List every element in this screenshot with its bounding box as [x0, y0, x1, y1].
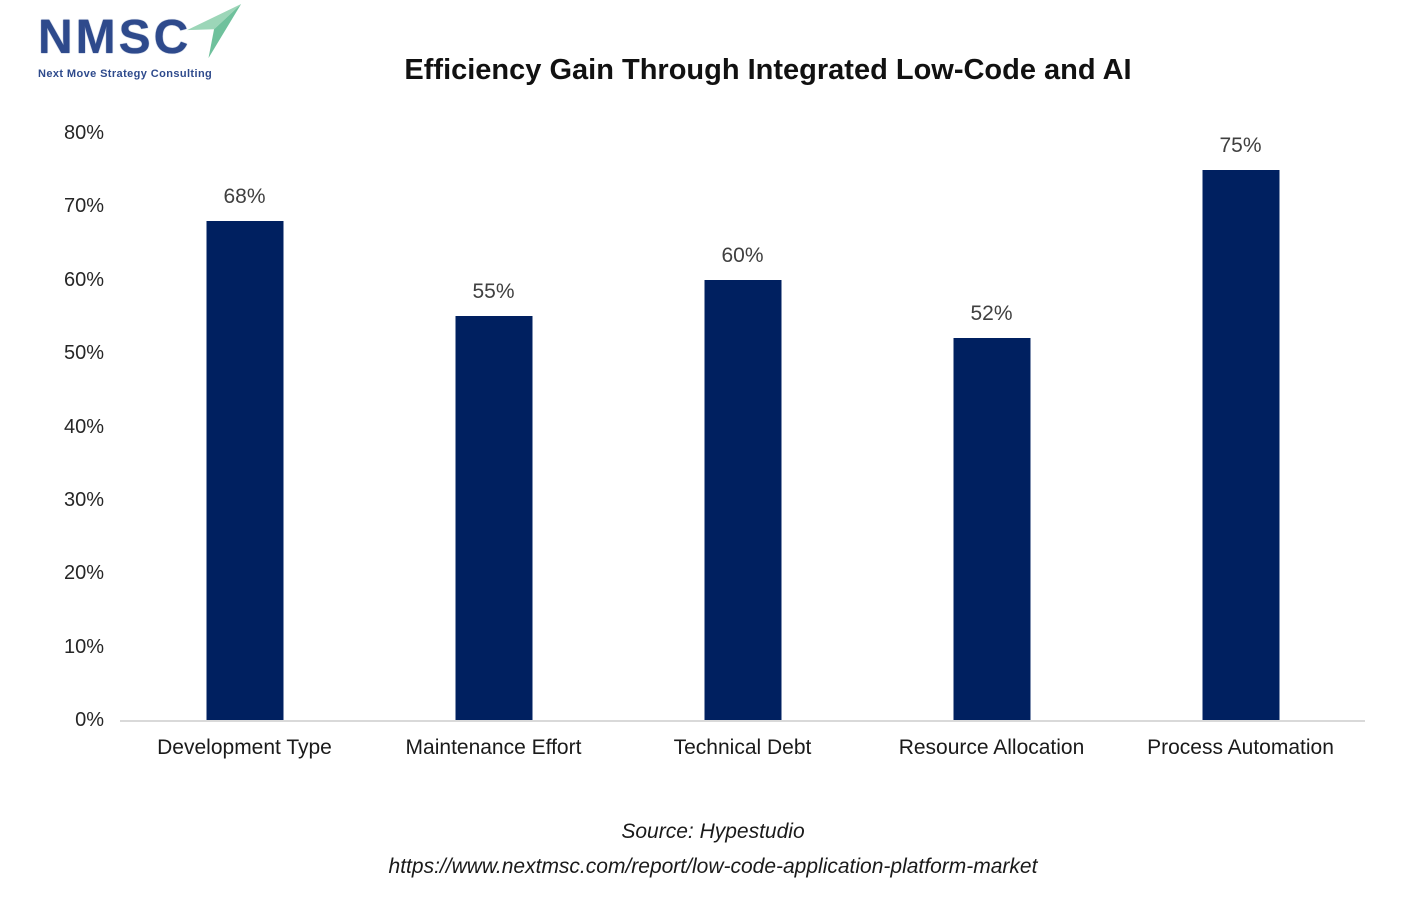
y-tick-label: 60%: [63, 268, 104, 291]
bar-slot: 52%: [867, 133, 1116, 720]
x-category-label: Resource Allocation: [898, 736, 1085, 759]
bar-maintenance-effort: [455, 316, 532, 720]
bar-technical-debt: [704, 279, 781, 720]
x-category-label: Process Automation: [1147, 736, 1334, 759]
source-url: https://www.nextmsc.com/report/low-code-…: [388, 855, 1038, 878]
bar-value-label: 52%: [970, 302, 1013, 326]
source-note: Source: Hypestudio https://www.nextmsc.c…: [0, 814, 1426, 884]
bar-value-label: 75%: [1219, 133, 1262, 157]
y-tick-label: 50%: [63, 342, 104, 365]
logo-tagline: Next Move Strategy Consulting: [38, 68, 213, 80]
y-tick-label: 30%: [63, 488, 104, 511]
bar-value-label: 55%: [472, 280, 515, 304]
bar-slot: 68%: [120, 133, 369, 720]
bar-slot: 60%: [618, 133, 867, 720]
x-category-label: Maintenance Effort: [405, 736, 582, 759]
x-axis: Development Type Maintenance Effort Techni…: [120, 736, 1365, 760]
bar-resource-allocation: [953, 338, 1030, 720]
bar-slot: 55%: [369, 133, 618, 720]
bar-series: 68% 55% 60% 52% 75%: [120, 133, 1365, 720]
bar-development-type: [206, 221, 283, 720]
y-tick-label: 70%: [63, 195, 104, 218]
y-axis: 80% 70% 60% 50% 40% 30% 20% 10% 0%: [0, 122, 104, 731]
y-tick-label: 0%: [75, 709, 104, 731]
y-tick-label: 20%: [63, 562, 104, 585]
bar-slot: 75%: [1116, 133, 1365, 720]
chart-title: Efficiency Gain Through Integrated Low-C…: [404, 54, 1132, 86]
y-tick-label: 10%: [63, 635, 104, 658]
source-line: Source: Hypestudio: [621, 820, 805, 843]
bar-process-automation: [1202, 169, 1279, 720]
y-tick-label: 40%: [63, 415, 104, 438]
bar-value-label: 60%: [721, 243, 764, 267]
nmsc-logo: NMSC Next Move Strategy Consulting: [38, 4, 248, 95]
bar-value-label: 68%: [223, 185, 266, 209]
y-tick-label: 80%: [63, 122, 104, 144]
plot-area: 68% 55% 60% 52% 75%: [120, 133, 1365, 722]
paper-plane-icon: [187, 4, 242, 59]
x-category-label: Technical Debt: [673, 736, 812, 759]
logo-acronym: NMSC: [38, 11, 192, 64]
x-category-label: Development Type: [157, 736, 332, 759]
